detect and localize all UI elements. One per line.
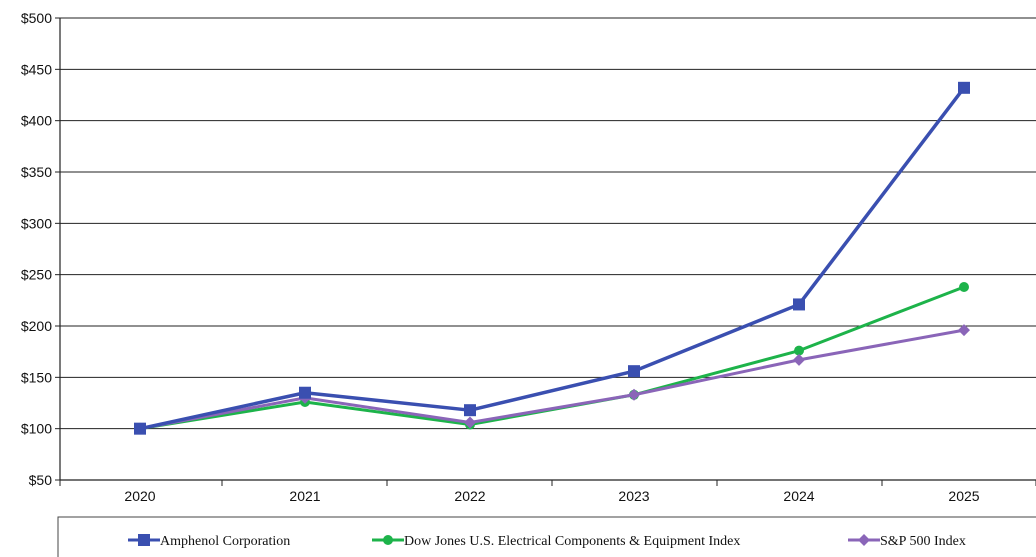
y-tick-label: $50 [29, 472, 53, 488]
data-point [958, 81, 970, 94]
legend-label: Dow Jones U.S. Electrical Components & E… [404, 534, 740, 549]
data-point [958, 324, 970, 337]
y-tick-label: $300 [21, 215, 52, 231]
series-line [139, 328, 965, 431]
series-line [139, 86, 966, 431]
data-point [628, 365, 640, 378]
legend-marker [858, 534, 870, 546]
legend-marker [383, 535, 393, 545]
data-point [959, 281, 969, 292]
x-tick-label: 2020 [124, 488, 155, 504]
y-tick-label: $350 [21, 164, 52, 180]
legend-label: S&P 500 Index [880, 534, 966, 549]
series-1 [134, 81, 970, 435]
data-point [793, 298, 805, 311]
y-axis-ticks: $50 $100 $150 $200 $250 $300 $350 $400 $450 $500 [21, 10, 60, 488]
series-3 [134, 324, 970, 435]
y-tick-label: $200 [21, 318, 52, 334]
data-point [628, 388, 640, 401]
gridlines [60, 17, 1036, 481]
data-point [794, 345, 804, 356]
x-tick-label: 2023 [618, 488, 649, 504]
series-layer [134, 81, 970, 435]
x-tick-label: 2021 [289, 488, 320, 504]
y-tick-label: $400 [21, 113, 52, 129]
x-tick-label: 2024 [783, 488, 814, 504]
data-point [299, 386, 311, 399]
y-tick-label: $100 [21, 421, 52, 437]
series-2 [135, 281, 969, 434]
y-tick-label: $500 [21, 10, 52, 26]
data-point [464, 404, 476, 417]
x-tick-label: 2022 [454, 488, 485, 504]
y-tick-label: $250 [21, 267, 52, 283]
legend-entry: Amphenol Corporation [128, 534, 290, 549]
legend-label: Amphenol Corporation [160, 534, 290, 549]
legend-marker [138, 534, 150, 546]
axes [59, 18, 1036, 481]
x-tick-label: 2025 [948, 488, 979, 504]
legend: Amphenol Corporation Dow Jones U.S. Elect… [57, 516, 1036, 557]
legend-entry: Dow Jones U.S. Electrical Components & E… [372, 534, 740, 549]
y-tick-label: $150 [21, 369, 52, 385]
legend-entry: S&P 500 Index [848, 534, 966, 549]
data-point [793, 353, 805, 366]
x-axis-ticks: 2020 2021 2022 2023 2024 2025 [59, 480, 1036, 504]
data-point [464, 416, 476, 429]
y-tick-label: $450 [21, 61, 52, 77]
data-point [134, 422, 146, 435]
legend-box [57, 516, 1036, 557]
